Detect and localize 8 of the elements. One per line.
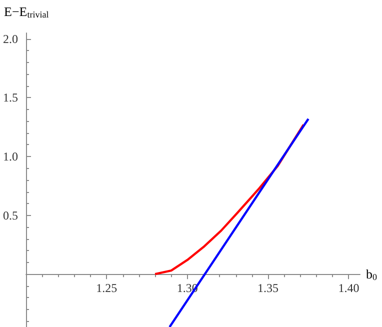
- y-tick-label: 1.0: [3, 149, 18, 164]
- x-tick-label: 1.25: [96, 281, 118, 296]
- x-tick-label: 1.35: [258, 281, 279, 296]
- line-series: [154, 124, 305, 276]
- x-tick-label: 1.40: [338, 281, 360, 296]
- y-tick-label: 2.0: [3, 32, 18, 46]
- y-tick-label: 1.5: [3, 90, 18, 105]
- y-tick-label: 0.5: [3, 208, 18, 222]
